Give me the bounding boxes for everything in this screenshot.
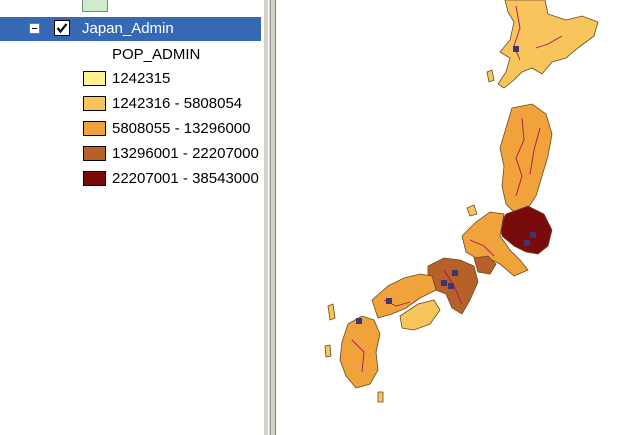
legend-swatch: [83, 146, 106, 161]
river-line: [515, 117, 525, 197]
legend-label: 13296001 - 22207000: [112, 145, 259, 162]
island: [327, 303, 336, 321]
previous-layer-swatch: [82, 0, 108, 12]
legend-field-name: POP_ADMIN: [112, 46, 201, 63]
legend-label: 22207001 - 38543000: [112, 170, 259, 187]
river-line: [529, 127, 541, 175]
collapse-icon[interactable]: [29, 23, 40, 34]
japan-map: [324, 0, 599, 403]
island: [466, 204, 478, 217]
city-marker: [441, 280, 447, 286]
city-marker: [530, 232, 536, 238]
legend-label: 1242315: [112, 70, 171, 87]
city-marker: [448, 283, 454, 289]
river-line: [535, 35, 563, 49]
legend-item[interactable]: 13296001 - 22207000: [83, 145, 263, 163]
city-marker: [356, 318, 362, 324]
layer-row-japan-admin[interactable]: Japan_Admin: [0, 17, 261, 41]
legend-swatch: [83, 96, 106, 111]
river-line: [469, 239, 495, 257]
region-chugoku: [371, 273, 437, 319]
map-view[interactable]: [276, 0, 633, 435]
layer-name: Japan_Admin: [82, 20, 174, 37]
legend-item[interactable]: 5808055 - 13296000: [83, 120, 263, 138]
legend-swatch: [83, 171, 106, 186]
legend-item[interactable]: 1242315: [83, 70, 263, 88]
city-marker: [386, 298, 392, 304]
splitter-grip[interactable]: [268, 0, 271, 435]
checkmark-icon: [56, 23, 68, 34]
table-of-contents: Japan_Admin POP_ADMIN 1242315 1242316 - …: [0, 0, 263, 435]
river-line: [351, 339, 365, 373]
layer-visibility-checkbox[interactable]: [54, 20, 70, 36]
region-shikoku: [399, 299, 441, 331]
island: [324, 344, 332, 358]
legend-swatch: [83, 71, 106, 86]
region-kanto: [499, 205, 553, 255]
region-aichi: [473, 255, 497, 275]
pane-splitter[interactable]: [263, 0, 276, 435]
city-marker: [524, 240, 530, 246]
city-marker: [452, 270, 458, 276]
island: [377, 391, 384, 403]
legend-swatch: [83, 121, 106, 136]
island: [486, 69, 495, 83]
region-tohoku: [499, 103, 553, 215]
legend-item[interactable]: 22207001 - 38543000: [83, 170, 263, 188]
legend-label: 1242316 - 5808054: [112, 95, 243, 112]
legend-label: 5808055 - 13296000: [112, 120, 251, 137]
legend-item[interactable]: 1242316 - 5808054: [83, 95, 263, 113]
region-kyushu: [339, 315, 381, 389]
river-line: [513, 5, 521, 61]
city-marker: [513, 46, 519, 52]
